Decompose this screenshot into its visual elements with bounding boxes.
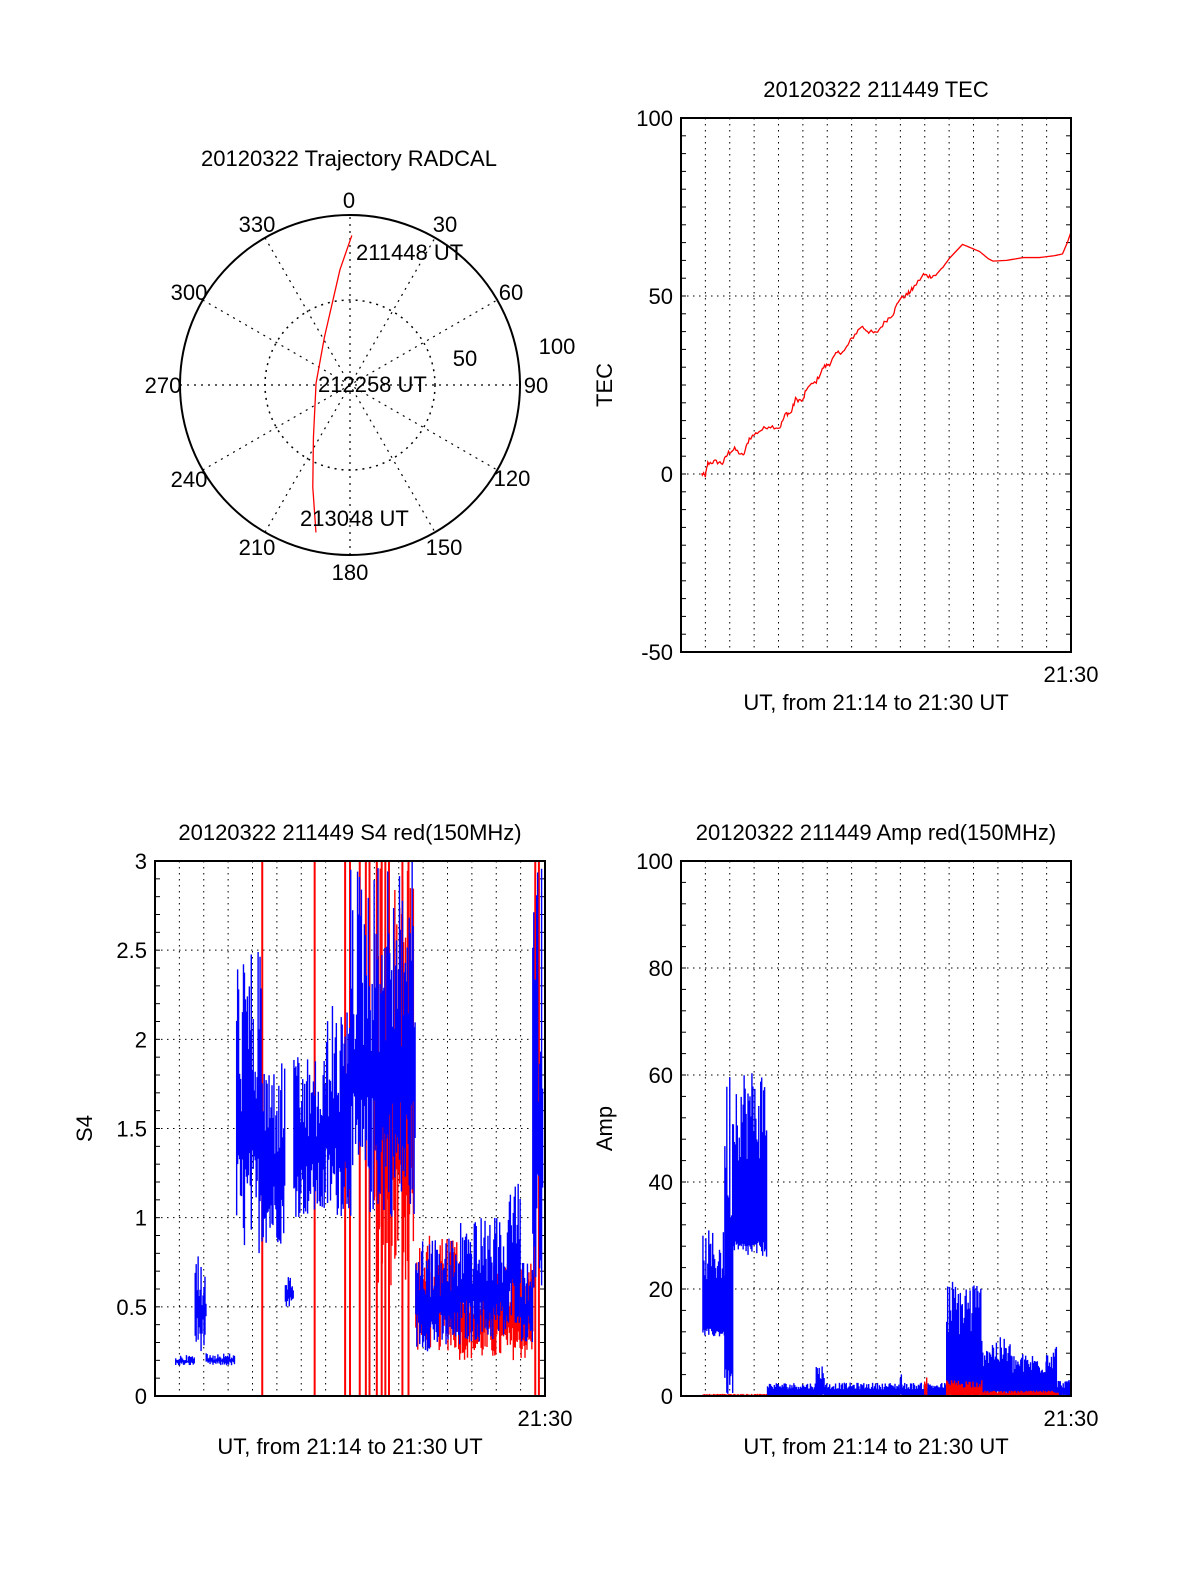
plot-frame bbox=[680, 860, 1072, 1397]
y-tick-label: 0 bbox=[661, 462, 673, 487]
angle-label: 330 bbox=[239, 212, 276, 237]
plot-frame bbox=[680, 117, 1072, 653]
y-tick-label: 20 bbox=[649, 1277, 673, 1302]
y-tick-label: 40 bbox=[649, 1170, 673, 1195]
chart-title: 20120322 211449 TEC bbox=[763, 77, 989, 102]
y-axis-label: TEC bbox=[592, 363, 617, 407]
tec-line bbox=[701, 231, 1072, 478]
y-tick-label: 2.5 bbox=[116, 938, 147, 963]
amp-plot: 0 20 40 60 80 100 20120322 211449 Amp red(150M… bbox=[592, 820, 1099, 1459]
y-axis-label: S4 bbox=[72, 1115, 97, 1142]
angle-label: 180 bbox=[332, 560, 369, 585]
chart-title: 20120322 Trajectory RADCAL bbox=[201, 146, 497, 171]
angle-label: 120 bbox=[494, 466, 531, 491]
y-tick-label: 1.5 bbox=[116, 1117, 147, 1142]
radial-gridline bbox=[264, 237, 436, 533]
y-tick-label: 2 bbox=[135, 1027, 147, 1052]
y-tick-label: 60 bbox=[649, 1063, 673, 1088]
angle-label: 30 bbox=[433, 212, 457, 237]
tec-plot: -50 0 50 100 20120322 211449 TEC 21:30 UT, fro… bbox=[592, 77, 1099, 715]
chart-title: 20120322 211449 S4 red(150MHz) bbox=[178, 820, 521, 845]
x-tick-label: 21:30 bbox=[1043, 662, 1098, 687]
y-tick-label: 50 bbox=[649, 284, 673, 309]
s4-plot: 0 0.5 1 1.5 2 2.5 3 20120322 211449 S4 red(150M… bbox=[72, 820, 573, 1459]
radius-label: 100 bbox=[539, 334, 576, 359]
y-tick-label: 0 bbox=[135, 1384, 147, 1409]
x-axis-label: UT, from 21:14 to 21:30 UT bbox=[743, 1434, 1008, 1459]
x-tick-label: 21:30 bbox=[1043, 1406, 1098, 1431]
polar-trajectory-plot: 20120322 Trajectory RADCAL 0 30 60 90 120 150 1… bbox=[145, 146, 576, 585]
angle-label: 240 bbox=[171, 467, 208, 492]
angle-label: 60 bbox=[499, 280, 523, 305]
y-tick-label: -50 bbox=[641, 640, 673, 665]
plot-frame bbox=[154, 860, 546, 1397]
x-axis-label: UT, from 21:14 to 21:30 UT bbox=[743, 690, 1008, 715]
end-time-label: 213048 UT bbox=[300, 506, 409, 531]
angle-label: 210 bbox=[239, 535, 276, 560]
start-time-label: 211448 UT bbox=[356, 240, 463, 265]
y-axis-label: Amp bbox=[592, 1106, 617, 1151]
angle-label: 0 bbox=[343, 188, 355, 213]
angle-label: 150 bbox=[426, 535, 463, 560]
y-tick-label: 100 bbox=[636, 849, 673, 874]
chart-title: 20120322 211449 Amp red(150MHz) bbox=[696, 820, 1056, 845]
angle-label: 90 bbox=[524, 373, 548, 398]
x-axis-label: UT, from 21:14 to 21:30 UT bbox=[217, 1434, 482, 1459]
x-tick-label: 21:30 bbox=[517, 1406, 572, 1431]
y-tick-label: 100 bbox=[636, 106, 673, 131]
y-tick-label: 3 bbox=[135, 849, 147, 874]
mid-time-label: 212258 UT bbox=[318, 372, 427, 397]
angle-label: 300 bbox=[171, 280, 208, 305]
y-tick-label: 0 bbox=[661, 1384, 673, 1409]
y-tick-label: 1 bbox=[135, 1206, 147, 1231]
y-tick-label: 80 bbox=[649, 956, 673, 981]
angle-label: 270 bbox=[145, 373, 182, 398]
y-tick-label: 0.5 bbox=[116, 1295, 147, 1320]
trajectory-line bbox=[312, 235, 353, 533]
radius-label: 50 bbox=[453, 346, 477, 371]
